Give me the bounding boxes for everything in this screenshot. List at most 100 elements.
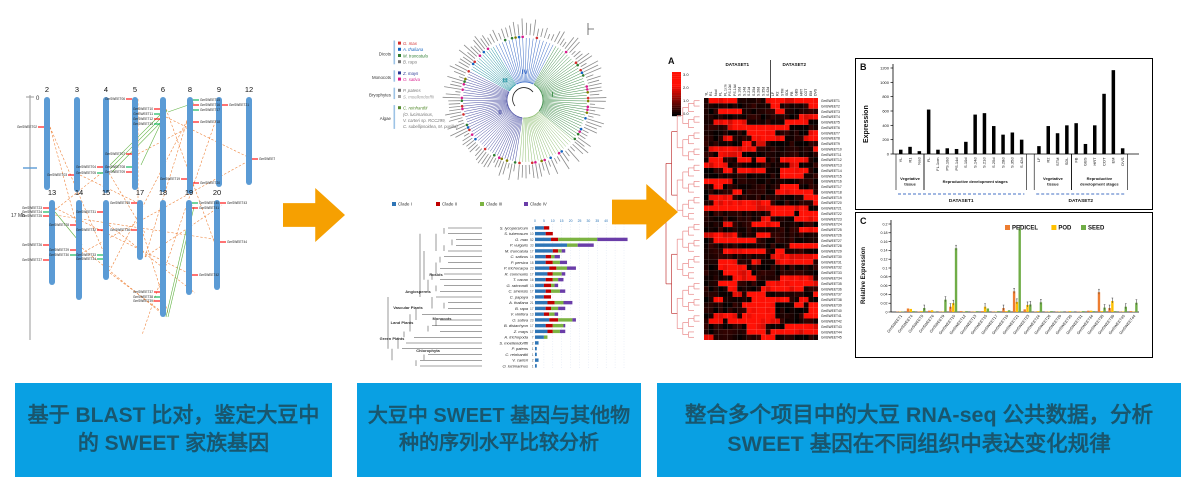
- heatmap-cell: [799, 237, 804, 244]
- heatmap-cell: [718, 286, 723, 292]
- heatmap-cell: [727, 275, 733, 281]
- heatmap-cell: [751, 313, 757, 319]
- heatmap-cell: [784, 270, 790, 276]
- taxon-tip-label: [467, 52, 476, 59]
- heatmap-cell: [761, 280, 766, 287]
- heatmap-cell: [813, 307, 818, 314]
- heatmap-cell: [761, 162, 766, 168]
- heatmap-cell: [727, 216, 733, 222]
- tree-node-label: Monocots: [433, 316, 453, 321]
- heatmap-cell: [813, 146, 818, 152]
- heatmap-cell: [704, 130, 709, 136]
- tree-branch: [542, 103, 586, 113]
- heatmap-cell: [808, 216, 814, 222]
- species-gene-count: 17: [530, 307, 534, 311]
- heatmap-cell: [723, 151, 728, 158]
- heatmap-cell: [704, 108, 709, 115]
- heatmap-cell: [813, 264, 818, 271]
- heatmap-cell: [803, 243, 809, 249]
- heatmap-cell: [799, 108, 804, 115]
- heatmap-cell: [789, 216, 795, 222]
- heatmap-cell: [770, 253, 776, 260]
- species-name: S. moellendorffii: [499, 340, 528, 345]
- heatmap-cell: [756, 210, 761, 217]
- heatmap-cell: [803, 178, 809, 185]
- heatmap-cell: [775, 114, 780, 120]
- species-gene-count: 1: [532, 347, 534, 351]
- heatmap-cell: [799, 221, 804, 228]
- color-key-cell: [672, 101, 681, 104]
- heatmap-cell: [756, 296, 761, 303]
- heatmap-cell: [799, 329, 804, 335]
- heatmap-cell: [718, 264, 723, 271]
- heatmap-cell: [780, 162, 785, 168]
- heatmap-cell: [708, 141, 714, 147]
- heatmap-cell: [718, 248, 723, 254]
- heatmap-cell: [761, 270, 766, 276]
- clade-count-bar: [549, 318, 559, 322]
- taxon-tip-label: [458, 49, 474, 61]
- heatmap-cell: [789, 232, 795, 238]
- heatmap-cell: [727, 141, 733, 147]
- color-key-cell: [672, 84, 681, 87]
- color-key-label: 1.0: [683, 98, 689, 103]
- heatmap-cell: [751, 98, 757, 104]
- heatmap-cell: [732, 141, 738, 147]
- tree-branch: [526, 38, 530, 83]
- chromosome-number: 14: [75, 188, 83, 197]
- heatmap-cell: [742, 253, 747, 260]
- taxon-tip-label: [572, 143, 584, 155]
- heatmap-cell: [789, 221, 795, 228]
- taxon-species-dot: [510, 36, 514, 40]
- taxon-tip-label: [589, 106, 605, 110]
- heatmap-cell: [737, 189, 742, 195]
- heatmap-cell: [813, 221, 818, 228]
- taxon-tip-label: [517, 24, 520, 36]
- heatmap-cell: [784, 280, 790, 287]
- tree-branch: [534, 47, 559, 85]
- heatmap-cell: [770, 275, 776, 281]
- heatmap-cell: [742, 200, 747, 206]
- heatmap-cell: [765, 286, 771, 292]
- heatmap-cell: [723, 237, 728, 244]
- legend-species-label: S. moellendorffii: [403, 94, 435, 99]
- heatmap-cell: [813, 130, 818, 136]
- qpcr-legend-swatch: [1081, 225, 1086, 230]
- heatmap-cell: [723, 141, 728, 147]
- heatmap-cell: [751, 286, 757, 292]
- taxon-tip-label: [494, 159, 499, 168]
- heatmap-cell: [713, 205, 719, 211]
- heatmap-cell: [803, 146, 809, 152]
- heatmap-cell: [813, 205, 818, 211]
- taxon-tip-label: [588, 112, 601, 116]
- qpcr-bar: [1135, 302, 1138, 312]
- heatmap-cell: [803, 189, 809, 195]
- tree-branch: [540, 108, 581, 129]
- heatmap-cell: [732, 221, 738, 228]
- heatmap-cell: [770, 280, 776, 287]
- tree-branch: [492, 46, 516, 85]
- heatmap-cell: [761, 103, 766, 109]
- heatmap-cell: [803, 124, 809, 131]
- taxon-species-dot: [586, 96, 590, 100]
- qpcr-bar: [1050, 311, 1053, 312]
- heatmap-cell: [727, 162, 733, 168]
- heatmap-cell: [713, 103, 719, 109]
- heatmap-cell: [794, 108, 799, 115]
- heatmap-cell: [718, 237, 723, 244]
- taxon-species-dot: [576, 132, 580, 136]
- species-name: G. raimondii: [506, 283, 528, 288]
- heatmap-cell: [780, 173, 785, 179]
- chromosome-number: 5: [133, 85, 137, 94]
- clade-count-bar: [554, 283, 559, 288]
- clade-count-bar: [552, 277, 559, 282]
- color-key-cell: [672, 82, 681, 85]
- heatmap-cell: [761, 302, 766, 308]
- heatmap-cell: [704, 227, 709, 233]
- heatmap-cell: [761, 259, 766, 265]
- heatmap-cell: [751, 227, 757, 233]
- heatmap-cell: [794, 210, 799, 217]
- heatmap-cell: [803, 291, 809, 297]
- chromosome-number: 6: [161, 85, 165, 94]
- heatmap-cell: [813, 334, 818, 340]
